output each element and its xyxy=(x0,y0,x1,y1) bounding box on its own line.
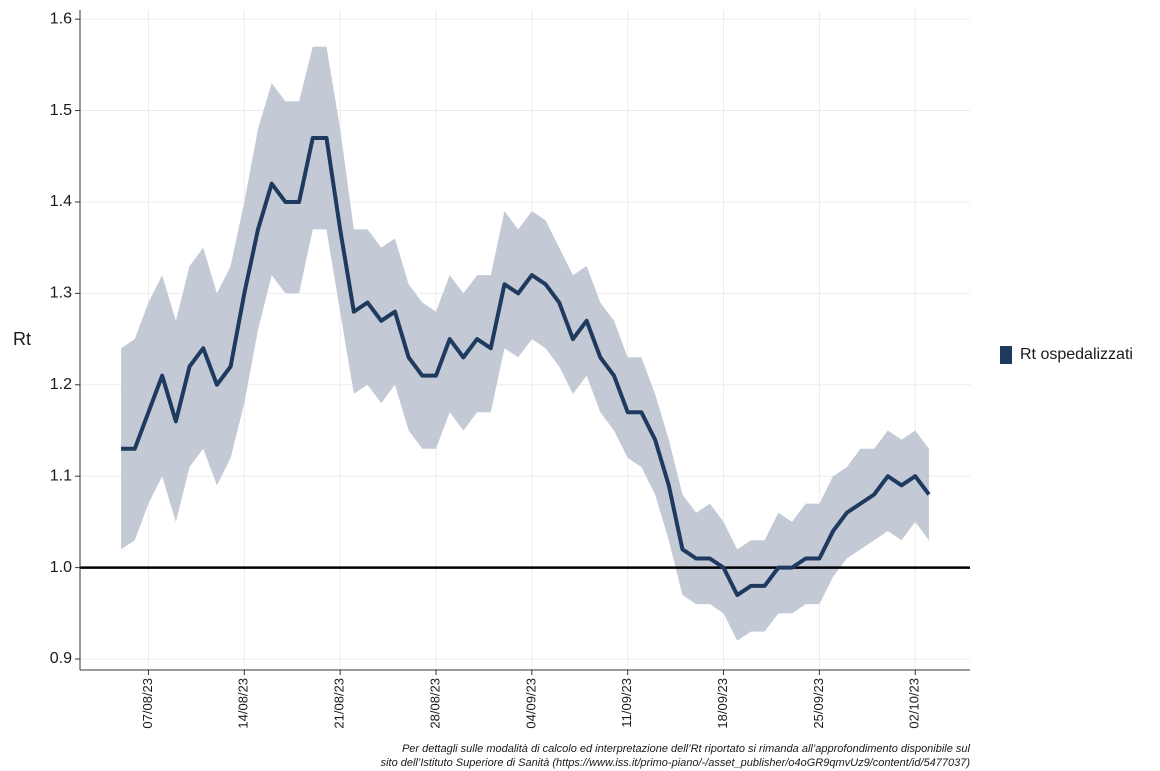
y-tick-label: 1.5 xyxy=(50,102,72,119)
x-tick-label: 04/09/23 xyxy=(523,678,538,729)
y-axis-label: Rt xyxy=(13,329,31,349)
y-tick-label: 1.2 xyxy=(50,376,72,393)
x-tick-label: 18/09/23 xyxy=(715,678,730,729)
x-tick-label: 02/10/23 xyxy=(907,678,922,729)
legend-swatch xyxy=(1000,346,1012,364)
confidence-band xyxy=(121,46,929,641)
y-tick-label: 1.1 xyxy=(50,467,72,484)
footnote: sito dell’Istituto Superiore di Sanità (… xyxy=(381,757,971,769)
x-tick-label: 14/08/23 xyxy=(236,678,251,729)
y-tick-label: 0.9 xyxy=(50,650,72,667)
x-tick-label: 25/09/23 xyxy=(811,678,826,729)
x-tick-label: 11/09/23 xyxy=(619,678,634,728)
footnote: Per dettagli sulle modalità di calcolo e… xyxy=(402,743,971,755)
y-tick-label: 1.4 xyxy=(50,193,72,210)
y-tick-label: 1.3 xyxy=(50,285,72,302)
y-tick-label: 1.6 xyxy=(50,10,72,27)
y-tick-label: 1.0 xyxy=(50,559,72,576)
x-tick-label: 28/08/23 xyxy=(427,678,442,729)
x-tick-label: 07/08/23 xyxy=(140,678,155,729)
x-tick-label: 21/08/23 xyxy=(332,678,347,729)
legend-label: Rt ospedalizzati xyxy=(1020,346,1133,363)
line xyxy=(121,135,931,598)
